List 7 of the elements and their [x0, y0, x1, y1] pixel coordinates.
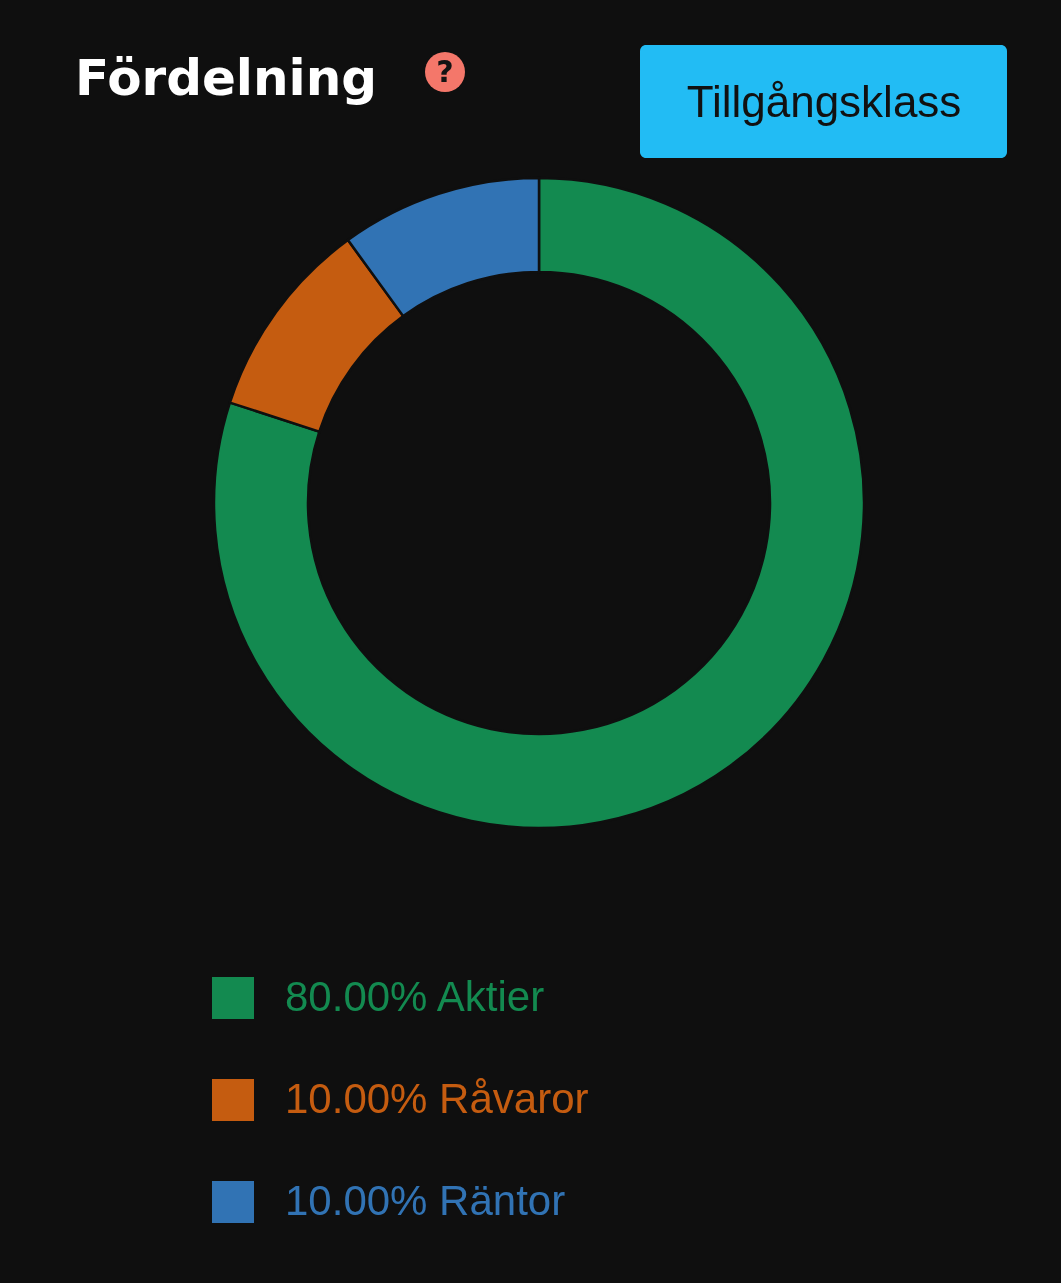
- legend-label: 10.00% Räntor: [285, 1177, 566, 1224]
- text: Tillgångsklass: [686, 77, 962, 126]
- legend-label: 10.00% Råvaror: [285, 1075, 589, 1122]
- donut-slice: [213, 176, 866, 829]
- legend-label: 80.00% Aktier: [285, 973, 545, 1020]
- text: ?: [436, 54, 454, 89]
- chart-title: Fördelning: [75, 49, 378, 107]
